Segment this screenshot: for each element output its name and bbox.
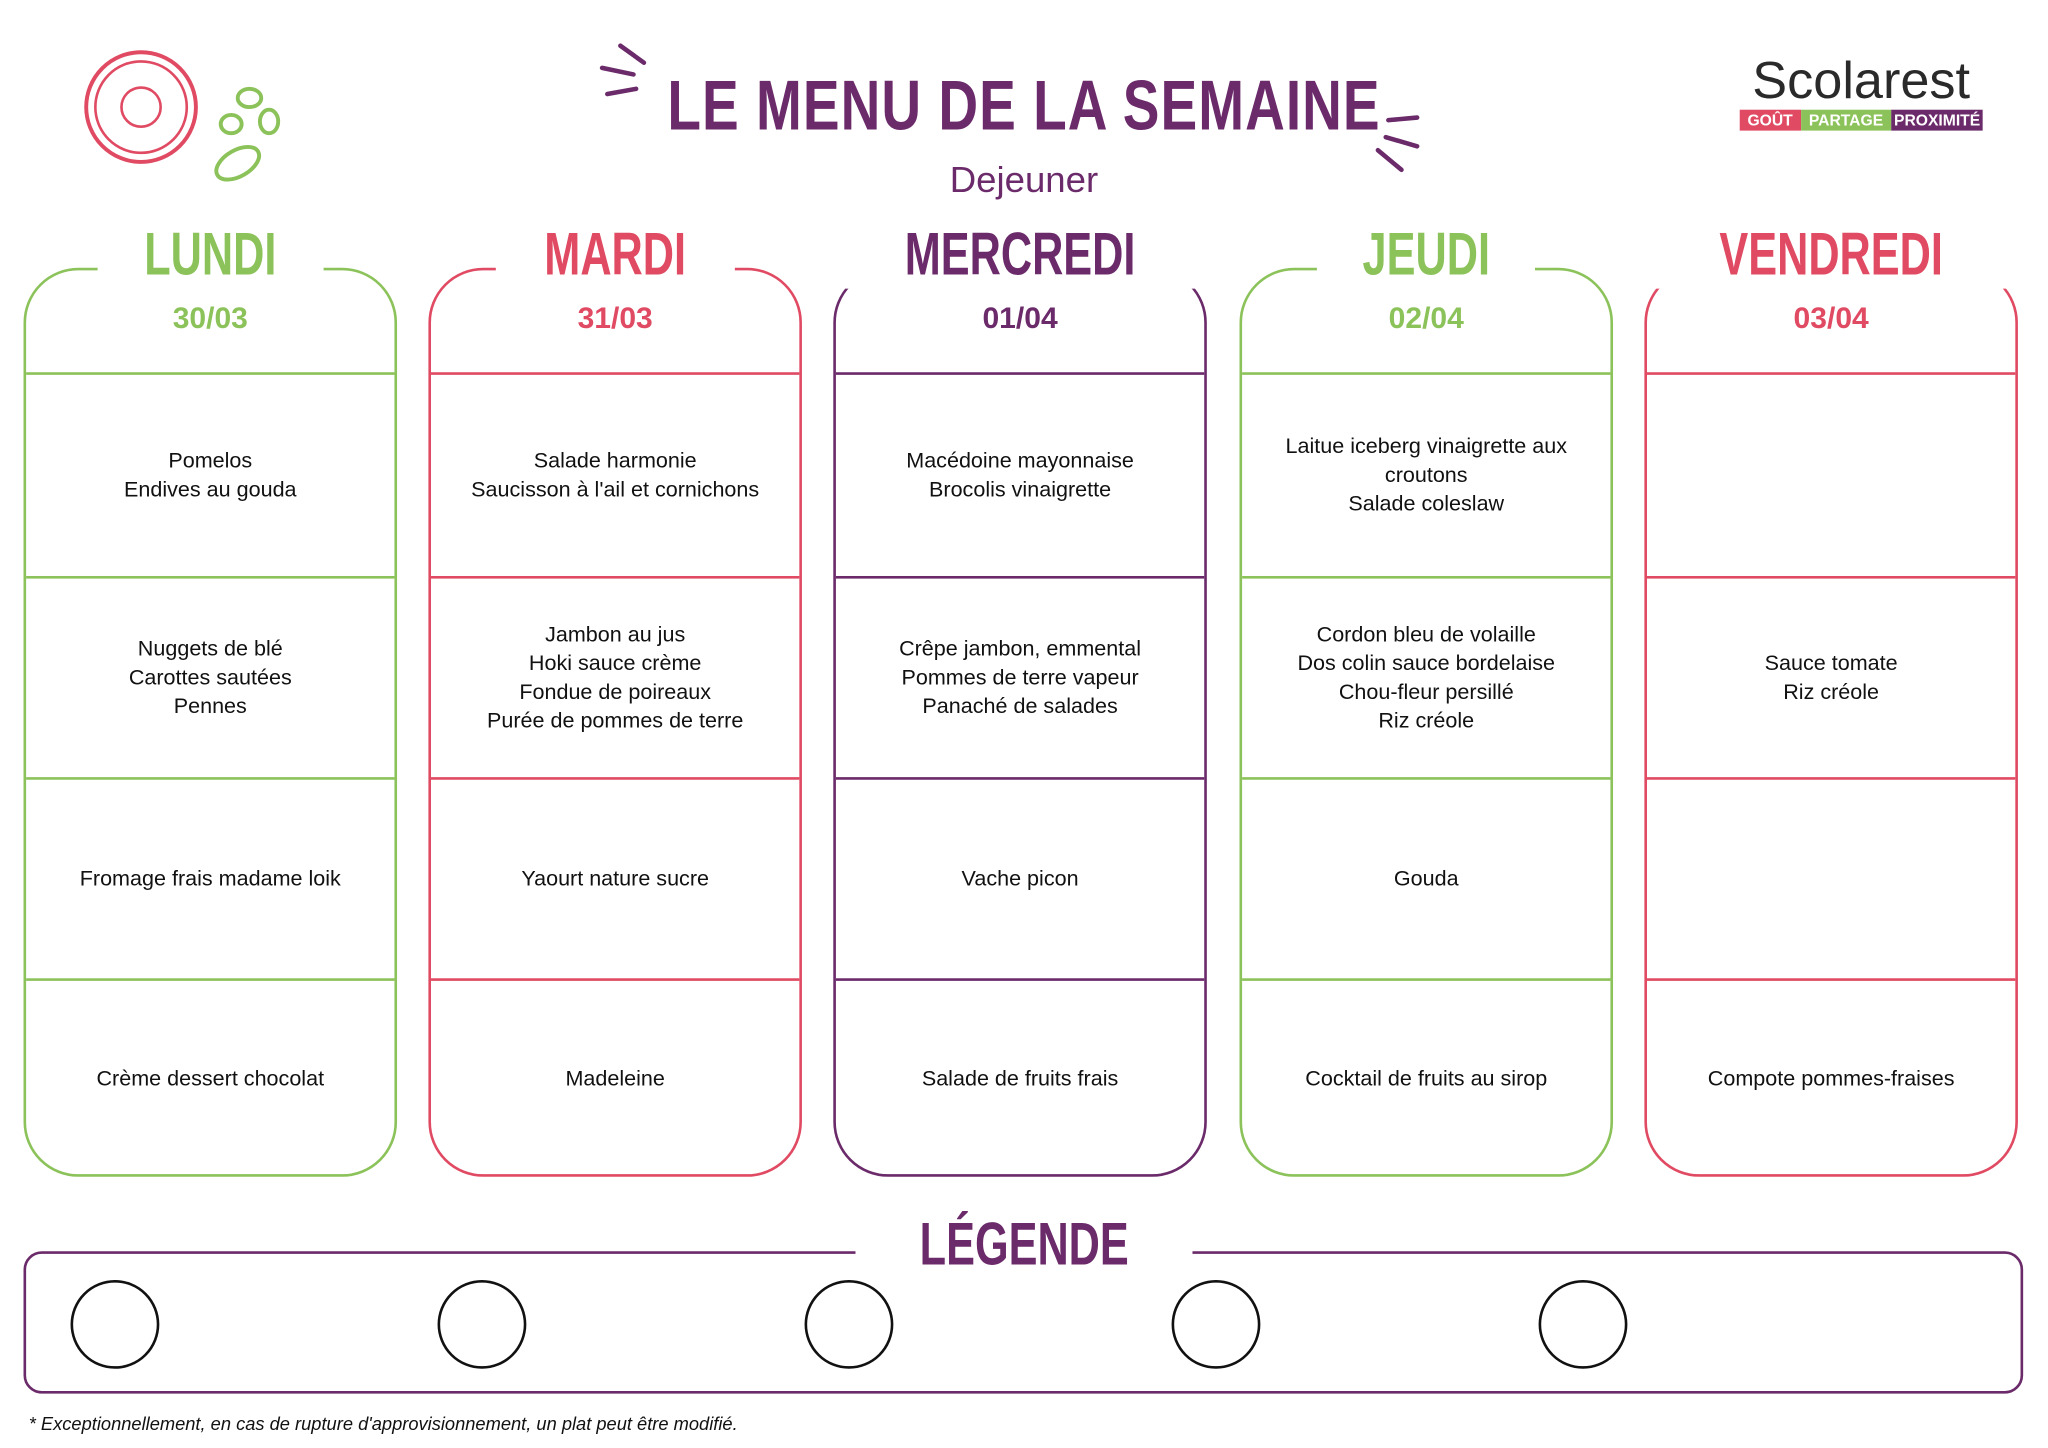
- logo-brand: Scolarest: [1752, 52, 1971, 110]
- menu-cell: Macédoine mayonnaise Brocolis vinaigrette: [835, 372, 1205, 576]
- dish: Cocktail de fruits au sirop: [1305, 1067, 1548, 1091]
- dish: Pomelos: [168, 449, 253, 473]
- menu-cell: Salade de fruits frais: [835, 978, 1205, 1177]
- dish: Panaché de salades: [922, 694, 1118, 719]
- day-name: VENDREDI: [1655, 218, 2008, 289]
- dish: Fromage frais madame loik: [79, 867, 341, 891]
- day-name: MARDI: [495, 218, 735, 289]
- dish: Macédoine mayonnaise: [906, 449, 1134, 473]
- menu-cell: Gouda: [1242, 777, 1611, 978]
- menu-cell: Pomelos Endives au gouda: [26, 372, 395, 576]
- day-card-mercredi: MERCREDI 01/04 Macédoine mayonnaise Brocoli…: [833, 218, 1207, 1177]
- dish: Purée de pommes de terre: [486, 709, 744, 733]
- menu-cell: [1646, 777, 2016, 978]
- menu-cell: Yaourt nature sucre: [431, 777, 800, 978]
- day-name: JEUDI: [1316, 218, 1536, 289]
- day-card-vendredi: VENDREDI 03/04 Sauce tomate Riz créole Compo…: [1644, 218, 2018, 1177]
- dish: Saucisson à l'ail et cornichons: [471, 478, 760, 502]
- dish: Jambon au jus: [545, 623, 686, 647]
- logo-tag-partage: PARTAGE: [1800, 109, 1892, 131]
- dish: Compote pommes-fraises: [1707, 1067, 1955, 1091]
- legend-circle: [70, 1279, 160, 1369]
- menu-cell: Crêpe jambon, emmental Pommes de terre va…: [835, 575, 1205, 777]
- dish: Crème dessert chocolat: [96, 1067, 325, 1091]
- day-card-jeudi: JEUDI 02/04 Laitue iceberg vinaigrette aux…: [1239, 218, 1614, 1177]
- dish: Sauce tomate: [1764, 651, 1898, 676]
- day-card-lundi: LUNDI 30/03 Pomelos Endives au gouda Nuggets…: [23, 218, 398, 1177]
- dish: Yaourt nature sucre: [521, 867, 710, 891]
- dish: Laitue iceberg vinaigrette aux croutons: [1285, 434, 1568, 488]
- dish: Dos colin sauce bordelaise: [1297, 651, 1556, 676]
- menu-cell: Sauce tomate Riz créole: [1646, 575, 2016, 777]
- menu-cell: Compote pommes-fraises: [1646, 978, 2016, 1177]
- dish: Crêpe jambon, emmental: [899, 637, 1142, 661]
- menu-cell: Fromage frais madame loik: [26, 777, 395, 978]
- menu-cell: Nuggets de blé Carottes sautées Pennes: [26, 575, 395, 777]
- menu-cell: Laitue iceberg vinaigrette aux croutons S…: [1242, 372, 1611, 576]
- dish: Riz créole: [1378, 709, 1475, 733]
- menu-cell: [1646, 372, 2016, 576]
- day-name: LUNDI: [97, 218, 323, 289]
- legend-circle: [437, 1279, 527, 1369]
- logo-tag-proximite: PROXIMITÉ: [1891, 109, 1983, 131]
- menu-cell: Cordon bleu de volaille Dos colin sauce b…: [1242, 575, 1611, 777]
- dish: Pennes: [173, 694, 247, 719]
- meal-subtitle: Dejeuner: [949, 159, 1099, 200]
- menu-cell: Madeleine: [431, 978, 800, 1177]
- day-date: 31/03: [577, 300, 653, 335]
- dish: Pommes de terre vapeur: [901, 666, 1139, 690]
- dish: Fondue de poireaux: [519, 680, 712, 704]
- dish: Gouda: [1393, 867, 1459, 891]
- tomato-illustration-icon: [84, 50, 281, 182]
- logo-tag-gout: GOÛT: [1739, 109, 1801, 131]
- menu-cell: Cocktail de fruits au sirop: [1242, 978, 1611, 1177]
- dish: Salade coleslaw: [1348, 492, 1505, 516]
- dish: Chou-fleur persillé: [1338, 680, 1514, 704]
- day-date: 03/04: [1793, 300, 1869, 335]
- dish: Salade de fruits frais: [921, 1067, 1119, 1091]
- dish: Endives au gouda: [123, 478, 297, 502]
- day-date: 01/04: [982, 300, 1058, 335]
- dish: Brocolis vinaigrette: [929, 478, 1112, 502]
- day-card-mardi: MARDI 31/03 Salade harmonie Saucisson à l'a…: [428, 218, 802, 1177]
- page-title: LE MENU DE LA SEMAINE: [667, 66, 1381, 145]
- dish: Cordon bleu de volaille: [1316, 623, 1536, 647]
- day-name: MERCREDI: [838, 218, 1202, 289]
- dish: Salade harmonie: [533, 449, 697, 473]
- day-date: 30/03: [172, 300, 248, 335]
- dish: Hoki sauce crème: [528, 651, 702, 676]
- dish: Vache picon: [961, 867, 1079, 891]
- legend-circle: [1171, 1279, 1261, 1369]
- dish: Riz créole: [1783, 680, 1880, 704]
- footnote: * Exceptionnellement, en cas de rupture …: [28, 1413, 738, 1435]
- legend-title: LÉGENDE: [0, 1208, 2048, 1279]
- menu-cell: Jambon au jus Hoki sauce crème Fondue de p…: [431, 575, 800, 777]
- scolarest-logo: Scolarest GOÛT PARTAGE PROXIMITÉ: [1739, 52, 1983, 131]
- dish: Madeleine: [565, 1067, 665, 1091]
- menu-cell: Salade harmonie Saucisson à l'ail et corn…: [431, 372, 800, 576]
- dish: Carottes sautées: [128, 666, 292, 690]
- menu-cell: Crème dessert chocolat: [26, 978, 395, 1177]
- legend-circle: [1538, 1279, 1628, 1369]
- dish: Nuggets de blé: [137, 637, 283, 661]
- day-date: 02/04: [1388, 300, 1464, 335]
- title-decoration-icon: [599, 43, 1420, 173]
- menu-cell: Vache picon: [835, 777, 1205, 978]
- legend-circle: [804, 1279, 894, 1369]
